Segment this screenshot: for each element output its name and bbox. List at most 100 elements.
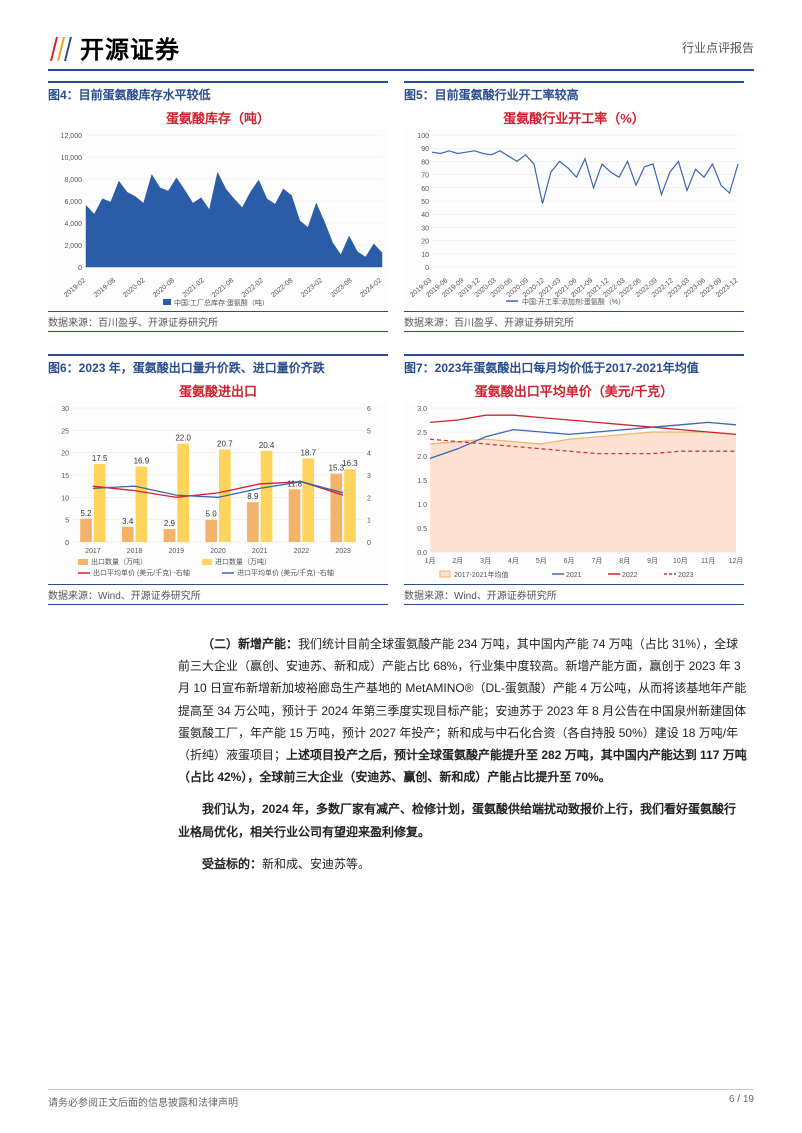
- svg-text:4,000: 4,000: [64, 221, 82, 228]
- svg-text:2019: 2019: [168, 548, 184, 555]
- svg-text:2: 2: [367, 495, 371, 502]
- chart7-plot: 0.00.51.01.52.02.53.01月2月3月4月5月6月7月8月9月1…: [404, 402, 744, 582]
- svg-text:17.5: 17.5: [92, 454, 108, 463]
- svg-text:5.0: 5.0: [206, 510, 218, 519]
- paragraph-2: 我们认为，2024 年，多数厂家有减产、检修计划，蛋氨酸供给端扰动致报价上行，我…: [178, 798, 748, 842]
- chart-grid: 图4：目前蛋氨酸库存水平较低 蛋氨酸库存（吨） 02,0004,0006,000…: [48, 81, 754, 605]
- svg-text:3: 3: [367, 473, 371, 480]
- svg-text:2024-02: 2024-02: [359, 277, 383, 299]
- svg-text:8,000: 8,000: [64, 177, 82, 184]
- svg-text:1月: 1月: [425, 557, 436, 565]
- svg-text:5: 5: [65, 518, 69, 525]
- svg-text:15: 15: [61, 473, 69, 480]
- svg-text:2017: 2017: [85, 548, 101, 555]
- svg-text:3.0: 3.0: [417, 406, 427, 413]
- svg-text:10: 10: [61, 495, 69, 502]
- svg-text:9月: 9月: [647, 557, 658, 565]
- svg-text:0: 0: [65, 540, 69, 547]
- svg-text:6月: 6月: [564, 557, 575, 565]
- chart6-source: 数据来源：Wind、开源证券研究所: [48, 584, 388, 605]
- svg-text:2.5: 2.5: [417, 430, 427, 437]
- svg-text:2.0: 2.0: [417, 454, 427, 461]
- svg-text:100: 100: [417, 133, 429, 140]
- chart6-plot: 05101520253001234565.23.42.95.08.911.815…: [48, 402, 388, 582]
- svg-text:0: 0: [78, 265, 82, 272]
- chart5-plot: 01020304050607080901002019-032019-062019…: [404, 129, 744, 309]
- chart4-title: 图4：目前蛋氨酸库存水平较低: [48, 81, 388, 106]
- svg-text:出口数量（万吨）: 出口数量（万吨）: [91, 557, 147, 566]
- p3-text: 新和成、安迪苏等。: [262, 857, 370, 871]
- svg-text:5月: 5月: [536, 557, 547, 565]
- footer-disclaimer: 请务必参阅正文后面的信息披露和法律声明: [48, 1094, 238, 1109]
- svg-text:11月: 11月: [701, 557, 715, 565]
- svg-text:2022: 2022: [294, 548, 310, 555]
- svg-text:2023-08: 2023-08: [329, 277, 353, 299]
- svg-text:中国:开工率:添加剂:蛋氨酸（%）: 中国:开工率:添加剂:蛋氨酸（%）: [522, 297, 625, 306]
- svg-text:进口数量（万吨）: 进口数量（万吨）: [215, 557, 271, 566]
- svg-text:20: 20: [61, 451, 69, 458]
- chart7-source: 数据来源：Wind、开源证券研究所: [404, 584, 744, 605]
- svg-text:1.5: 1.5: [417, 478, 427, 485]
- svg-text:20.7: 20.7: [217, 440, 233, 449]
- svg-text:0.5: 0.5: [417, 526, 427, 533]
- chart6-cell: 图6：2023 年，蛋氨酸出口量升价跌、进口量价齐跌 蛋氨酸进出口 051015…: [48, 354, 388, 605]
- svg-text:6: 6: [367, 406, 371, 413]
- paragraph-3: 受益标的：新和成、安迪苏等。: [178, 853, 748, 875]
- chart7-title: 图7：2023年蛋氨酸出口每月均价低于2017-2021年均值: [404, 354, 744, 379]
- report-type-tag: 行业点评报告: [682, 39, 754, 56]
- svg-text:2022-08: 2022-08: [270, 277, 294, 299]
- page-number: 6 / 19: [729, 1094, 754, 1109]
- svg-text:80: 80: [421, 159, 429, 166]
- chart4-source: 数据来源：百川盈孚、开源证券研究所: [48, 311, 388, 332]
- svg-text:12月: 12月: [729, 557, 744, 565]
- svg-text:5: 5: [367, 428, 371, 435]
- svg-text:2021: 2021: [252, 548, 268, 555]
- svg-text:2021: 2021: [566, 572, 582, 579]
- svg-text:1.0: 1.0: [417, 502, 427, 509]
- chart6-title: 图6：2023 年，蛋氨酸出口量升价跌、进口量价齐跌: [48, 354, 388, 379]
- chart5-cell: 图5：目前蛋氨酸行业开工率较高 蛋氨酸行业开工率（%） 010203040506…: [404, 81, 744, 332]
- page-header: 开源证券 行业点评报告: [48, 30, 754, 71]
- svg-text:20.4: 20.4: [259, 441, 275, 450]
- chart5-source: 数据来源：百川盈孚、开源证券研究所: [404, 311, 744, 332]
- svg-text:4: 4: [367, 451, 371, 458]
- chart7-cell: 图7：2023年蛋氨酸出口每月均价低于2017-2021年均值 蛋氨酸出口平均单…: [404, 354, 744, 605]
- svg-text:2017-2021年均值: 2017-2021年均值: [454, 570, 508, 579]
- svg-text:22.0: 22.0: [175, 434, 191, 443]
- svg-text:2022: 2022: [622, 572, 638, 579]
- svg-text:2020-08: 2020-08: [152, 277, 176, 299]
- svg-text:3.4: 3.4: [122, 517, 134, 526]
- logo-icon: [48, 33, 74, 63]
- svg-text:2020-02: 2020-02: [122, 277, 146, 299]
- svg-text:16.9: 16.9: [134, 457, 150, 466]
- svg-text:2月: 2月: [452, 557, 463, 565]
- svg-text:2019-02: 2019-02: [63, 277, 87, 299]
- svg-text:1: 1: [367, 518, 371, 525]
- svg-text:6,000: 6,000: [64, 199, 82, 206]
- svg-text:2021-02: 2021-02: [181, 277, 205, 299]
- p1-lead: （二）新增产能：: [202, 637, 298, 651]
- svg-text:0: 0: [425, 265, 429, 272]
- svg-text:16.3: 16.3: [342, 459, 358, 468]
- chart7-subtitle: 蛋氨酸出口平均单价（美元/千克）: [404, 381, 744, 400]
- svg-text:10,000: 10,000: [61, 155, 83, 162]
- svg-text:18.7: 18.7: [300, 448, 316, 457]
- body-text: （二）新增产能：我们统计目前全球蛋氨酸产能 234 万吨，其中国内产能 74 万…: [48, 633, 754, 875]
- svg-text:10月: 10月: [673, 557, 688, 565]
- svg-text:90: 90: [421, 146, 429, 153]
- chart5-title: 图5：目前蛋氨酸行业开工率较高: [404, 81, 744, 106]
- svg-text:2,000: 2,000: [64, 243, 82, 250]
- page-footer: 请务必参阅正文后面的信息披露和法律声明 6 / 19: [48, 1089, 754, 1109]
- svg-text:2023: 2023: [678, 572, 694, 579]
- svg-text:30: 30: [421, 225, 429, 232]
- svg-text:0.0: 0.0: [417, 550, 427, 557]
- svg-text:8月: 8月: [619, 557, 630, 565]
- svg-text:4月: 4月: [508, 557, 519, 565]
- svg-text:25: 25: [61, 428, 69, 435]
- svg-text:2.9: 2.9: [164, 519, 176, 528]
- svg-text:30: 30: [61, 406, 69, 413]
- chart5-subtitle: 蛋氨酸行业开工率（%）: [404, 108, 744, 127]
- svg-text:3月: 3月: [480, 557, 491, 565]
- chart6-subtitle: 蛋氨酸进出口: [48, 381, 388, 400]
- svg-text:70: 70: [421, 173, 429, 180]
